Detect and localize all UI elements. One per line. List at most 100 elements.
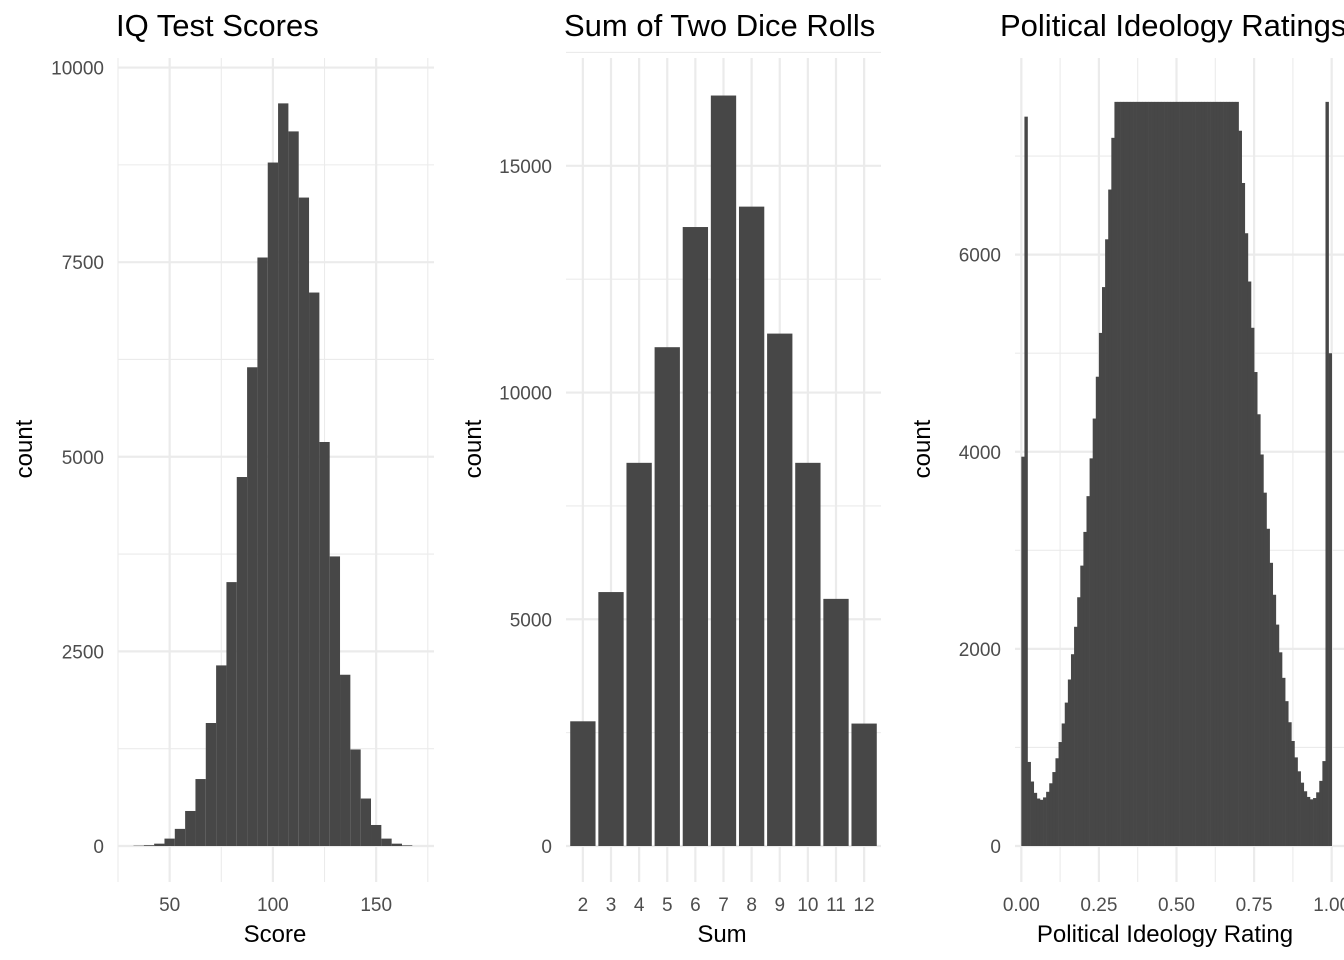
histogram-bar bbox=[1319, 780, 1323, 846]
x-tick-label: 5 bbox=[662, 895, 673, 916]
histogram-bar bbox=[329, 556, 341, 846]
y-tick-label: 5000 bbox=[510, 610, 552, 631]
histogram-bar bbox=[1250, 327, 1255, 846]
histogram-bar bbox=[1291, 741, 1295, 846]
x-tick-label: 6 bbox=[690, 895, 701, 916]
histogram-bar bbox=[1179, 101, 1184, 846]
x-tick-label: 8 bbox=[746, 895, 757, 916]
histogram-bar bbox=[360, 798, 372, 846]
histogram-bar bbox=[154, 843, 165, 846]
histogram-bar bbox=[1114, 101, 1118, 846]
histogram-bar bbox=[1325, 101, 1329, 846]
histogram-bar bbox=[391, 843, 402, 846]
histogram-bar bbox=[381, 838, 392, 846]
bar-sum-5 bbox=[654, 347, 680, 846]
histogram-bar bbox=[1232, 101, 1236, 846]
histogram-bar bbox=[1139, 101, 1143, 846]
bar-sum-12 bbox=[851, 723, 877, 846]
x-tick-label: 3 bbox=[606, 895, 617, 916]
histogram-bar bbox=[1074, 626, 1078, 846]
histogram-bar bbox=[1223, 101, 1227, 846]
histogram-bar bbox=[1285, 701, 1289, 846]
histogram-bar bbox=[1136, 101, 1140, 846]
histogram-bar bbox=[1145, 101, 1149, 846]
histogram-bar bbox=[267, 162, 279, 847]
y-tick-label: 5000 bbox=[62, 448, 104, 469]
histogram-bar bbox=[1033, 792, 1038, 846]
histogram-bar bbox=[1192, 101, 1196, 846]
y-tick-label: 4000 bbox=[959, 443, 1001, 464]
histogram-bar bbox=[1176, 101, 1180, 846]
histogram-bar bbox=[1126, 101, 1131, 846]
histogram-bar bbox=[1226, 101, 1230, 846]
histogram-bar bbox=[1154, 101, 1159, 846]
x-tick-label: 0.50 bbox=[1158, 895, 1195, 916]
histogram-bar bbox=[1244, 233, 1249, 847]
histogram-bar bbox=[1086, 496, 1090, 846]
histogram-bar bbox=[1036, 798, 1041, 846]
bar-sum-4 bbox=[626, 462, 652, 846]
bar-sum-11 bbox=[823, 598, 849, 846]
histogram-bar bbox=[1241, 182, 1246, 846]
histogram-bar bbox=[1095, 376, 1100, 846]
x-axis-title: Score bbox=[244, 921, 307, 948]
histogram-bar bbox=[1164, 101, 1168, 846]
x-tick-label: 150 bbox=[360, 895, 392, 916]
x-tick-label: 2 bbox=[578, 895, 589, 916]
y-axis-title: count bbox=[909, 419, 936, 478]
x-tick-label: 0.25 bbox=[1080, 895, 1117, 916]
histogram-bar bbox=[1316, 792, 1320, 846]
x-tick-label: 11 bbox=[826, 895, 846, 916]
histogram-bar bbox=[1105, 239, 1109, 847]
histogram-bar bbox=[1117, 101, 1121, 846]
histogram-bar bbox=[164, 838, 175, 846]
histogram-bar bbox=[195, 779, 206, 846]
histogram-bar bbox=[1160, 101, 1165, 846]
histogram-bar bbox=[1297, 771, 1301, 846]
histogram-bar bbox=[1111, 137, 1115, 847]
histogram-bar bbox=[1282, 677, 1286, 846]
y-tick-label: 0 bbox=[990, 837, 1001, 858]
histogram-bar bbox=[143, 845, 155, 846]
histogram-bar bbox=[350, 749, 361, 846]
histogram-bar bbox=[1151, 101, 1156, 846]
histogram-bar bbox=[1263, 492, 1267, 846]
histogram-bar bbox=[309, 292, 320, 847]
histogram-bar bbox=[401, 845, 413, 846]
x-tick-label: 0.00 bbox=[1003, 895, 1040, 916]
histogram-bar bbox=[1061, 723, 1066, 846]
panel-iq-scores: 0 2500 5000 7500 10000 IQ Test Scores Score cou… bbox=[11, 8, 434, 948]
y-tick-label: 6000 bbox=[959, 246, 1001, 267]
histogram-bar bbox=[298, 197, 310, 847]
histogram-bar bbox=[1039, 799, 1044, 846]
histogram-bar bbox=[1070, 654, 1075, 846]
bar-sum-6 bbox=[682, 227, 709, 846]
histogram-bar bbox=[247, 367, 258, 846]
x-tick-label: 100 bbox=[257, 895, 289, 916]
x-tick-label: 9 bbox=[774, 895, 785, 916]
histogram-bar bbox=[1077, 597, 1081, 846]
histogram-bar bbox=[1204, 101, 1208, 846]
histogram-bar bbox=[1272, 594, 1277, 846]
histogram-bar bbox=[1207, 101, 1211, 846]
y-tick-label: 10000 bbox=[51, 59, 104, 80]
histogram-bar bbox=[1167, 101, 1171, 846]
bar-sum-2 bbox=[570, 721, 596, 846]
histogram-bar bbox=[1275, 624, 1280, 846]
y-tick-label: 2500 bbox=[62, 642, 104, 663]
histogram-bar bbox=[1052, 772, 1056, 846]
histogram-bar bbox=[1185, 101, 1190, 846]
x-tick-label: 1.00 bbox=[1313, 895, 1344, 916]
histogram-bar bbox=[1067, 679, 1072, 846]
histogram-bar bbox=[1043, 797, 1047, 846]
x-tick-label: 4 bbox=[634, 895, 645, 916]
histogram-bar bbox=[288, 131, 299, 846]
histogram-bar bbox=[216, 665, 227, 846]
histogram-bar bbox=[1182, 101, 1187, 846]
histogram-bar bbox=[236, 477, 248, 846]
histogram-bar bbox=[1247, 281, 1252, 846]
y-axis-title: count bbox=[460, 419, 487, 478]
histogram-bar bbox=[1133, 101, 1137, 846]
histogram-bar bbox=[1098, 332, 1103, 846]
histogram-bar bbox=[1024, 116, 1028, 847]
